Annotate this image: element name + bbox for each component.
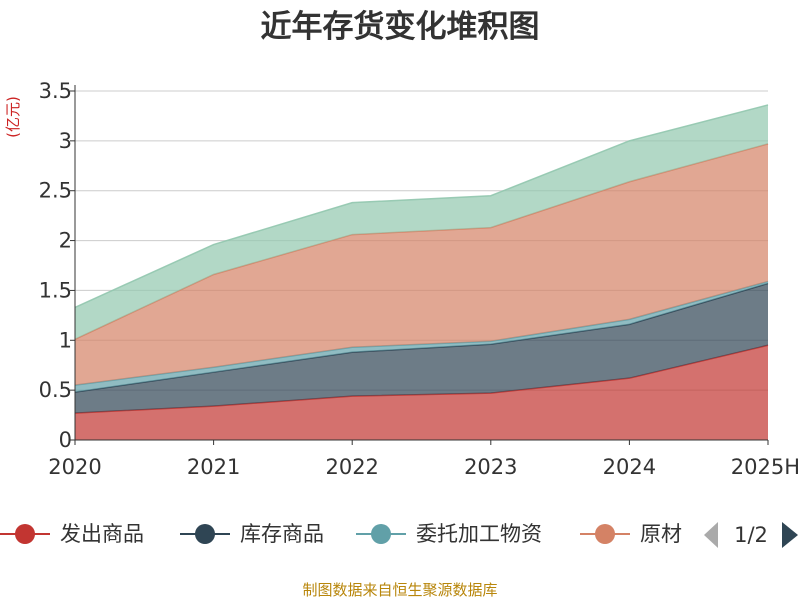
- data-source-note: 制图数据来自恒生聚源数据库: [302, 581, 497, 599]
- area-series-1: [75, 345, 768, 440]
- legend-item[interactable]: 发出商品: [0, 522, 144, 546]
- y-tick-label: 0: [59, 428, 72, 452]
- x-tick-label: 2025H: [731, 455, 800, 479]
- y-tick-label: 1.5: [39, 278, 72, 302]
- legend-item[interactable]: 原材: [580, 522, 682, 546]
- y-tick-label: 2: [59, 229, 72, 253]
- y-tick-label: 3.5: [39, 79, 72, 103]
- area-series-4: [75, 143, 768, 386]
- legend-item[interactable]: 库存商品: [180, 522, 324, 546]
- y-tick-label: 0.5: [39, 378, 72, 402]
- legend-marker-icon: [595, 524, 615, 544]
- x-tick-label: 2020: [48, 455, 101, 479]
- x-tick-label: 2024: [603, 455, 656, 479]
- y-tick-label: 1: [59, 328, 72, 352]
- y-axis-ticks: 0 0.5 1 1.5 2 2.5 3 3.5: [39, 79, 72, 452]
- area-series-5: [75, 104, 768, 340]
- legend-next-icon[interactable]: [782, 522, 798, 548]
- legend-item[interactable]: 委托加工物资: [356, 522, 542, 546]
- legend-label: 发出商品: [60, 522, 144, 546]
- legend-marker-icon: [15, 524, 35, 544]
- legend-page-indicator: 1/2: [734, 523, 768, 547]
- x-tick-label: 2023: [464, 455, 517, 479]
- x-tick-label: 2022: [325, 455, 378, 479]
- legend-pager: 1/2: [704, 522, 798, 548]
- series-line-3: [74, 280, 769, 386]
- y-tick-label: 2.5: [39, 179, 72, 203]
- series-line-5: [74, 104, 769, 309]
- axes: [70, 85, 768, 441]
- legend-marker-icon: [371, 524, 391, 544]
- legend-marker-icon: [195, 524, 215, 544]
- chart-title: 近年存货变化堆积图: [261, 9, 540, 45]
- area-series: [74, 104, 769, 440]
- y-tick-label: 3: [59, 129, 72, 153]
- legend-prev-icon[interactable]: [704, 522, 718, 548]
- x-tick-label: 2021: [187, 455, 240, 479]
- x-axis-ticks: 2020 2021 2022 2023 2024 2025H: [48, 440, 800, 479]
- legend-label: 库存商品: [240, 522, 324, 546]
- area-series-3: [75, 281, 768, 393]
- legend: 发出商品 库存商品 委托加工物资 原材: [0, 522, 682, 546]
- legend-label: 委托加工物资: [416, 522, 542, 546]
- legend-label: 原材: [640, 522, 682, 546]
- y-axis-unit: (亿元): [4, 96, 22, 138]
